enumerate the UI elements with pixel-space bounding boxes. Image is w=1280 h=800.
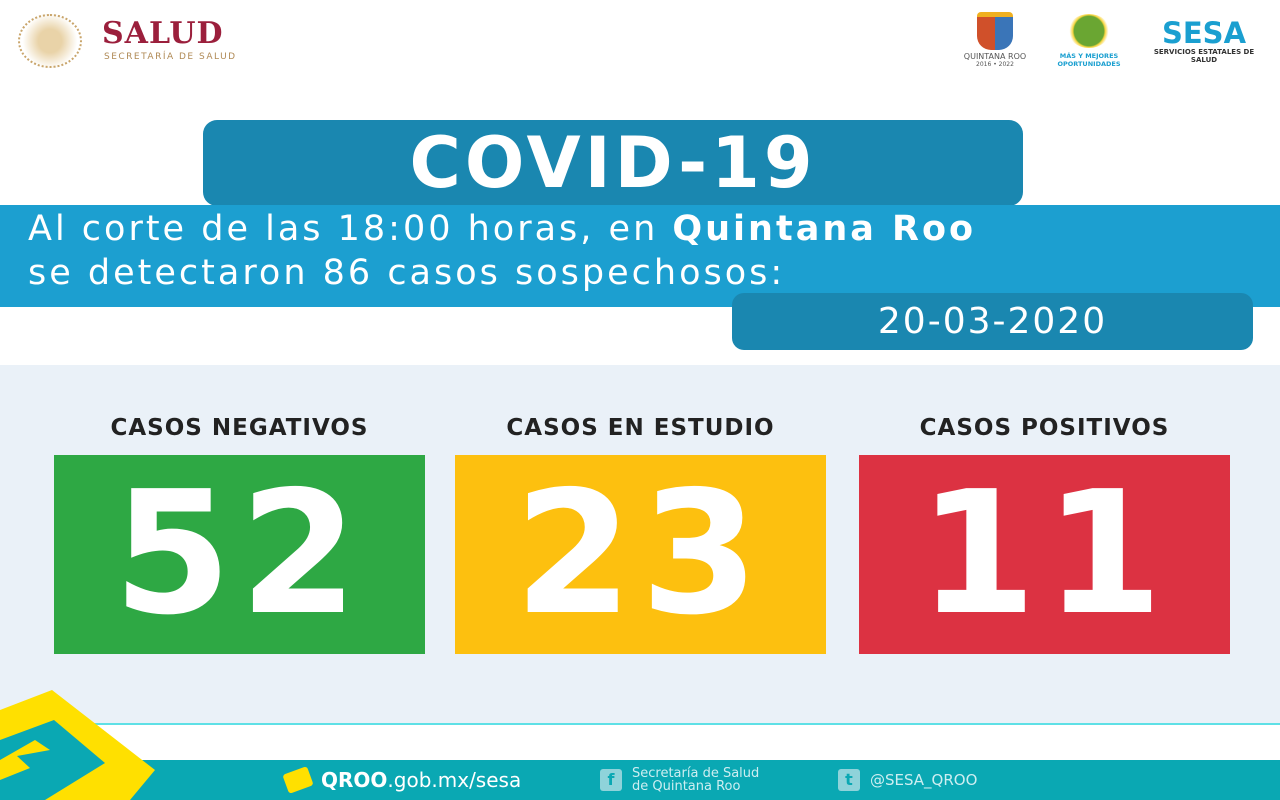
- facebook-icon: f: [600, 769, 622, 791]
- stat-negative: CASOS NEGATIVOS 52: [54, 415, 425, 654]
- state-name: Quintana Roo: [672, 209, 977, 249]
- summary-text: Al corte de las 18:00 horas, en: [28, 209, 673, 249]
- salud-subtitle: SECRETARÍA DE SALUD: [104, 52, 237, 62]
- website-link[interactable]: QROO.gob.mx/sesa: [282, 760, 521, 800]
- decorative-pattern-icon: [0, 690, 155, 800]
- facebook-line-1: Secretaría de Salud: [632, 766, 760, 781]
- twitter-icon: t: [838, 769, 860, 791]
- stat-label: CASOS POSITIVOS: [919, 415, 1170, 441]
- mejores-oportunidades-logo: MÁS Y MEJORES OPORTUNIDADES: [1052, 14, 1126, 68]
- qroo-logo-icon: [282, 766, 314, 794]
- facebook-line-2: de Quintana Roo: [632, 779, 741, 794]
- stat-in-study: CASOS EN ESTUDIO 23: [455, 415, 826, 654]
- site-rest: .gob.mx/sesa: [387, 768, 522, 792]
- stats-panel: CASOS NEGATIVOS 52 CASOS EN ESTUDIO 23 C…: [0, 365, 1280, 723]
- quintana-roo-logo: QUINTANA ROO 2016 • 2022: [955, 12, 1035, 68]
- twitter-link[interactable]: t @SESA_QROO: [838, 760, 977, 800]
- stat-positive: CASOS POSITIVOS 11: [859, 415, 1230, 654]
- stat-value: 23: [455, 455, 826, 654]
- stat-value: 11: [859, 455, 1230, 654]
- stat-label: CASOS NEGATIVOS: [110, 415, 369, 441]
- qroo-years: 2016 • 2022: [976, 61, 1014, 68]
- salud-logo: SALUD SECRETARÍA DE SALUD: [18, 14, 278, 68]
- footer: QROO.gob.mx/sesa f Secretaría de Salud de…: [0, 760, 1280, 800]
- qroo-shield-icon: [977, 12, 1013, 50]
- summary-line-1: Al corte de las 18:00 horas, en Quintana…: [28, 207, 1252, 251]
- salud-title: SALUD: [102, 16, 224, 51]
- title-banner: COVID-19: [203, 120, 1023, 206]
- sesa-logo: SESA SERVICIOS ESTATALES DE SALUD: [1140, 18, 1268, 64]
- twitter-handle: @SESA_QROO: [870, 770, 978, 789]
- stat-label: CASOS EN ESTUDIO: [506, 415, 775, 441]
- mexico-seal-icon: [18, 14, 82, 68]
- facebook-text: Secretaría de Salud de Quintana Roo: [632, 767, 759, 793]
- facebook-link[interactable]: f Secretaría de Salud de Quintana Roo: [600, 760, 759, 800]
- report-date: 20-03-2020: [732, 293, 1253, 350]
- summary-band: Al corte de las 18:00 horas, en Quintana…: [0, 205, 1280, 307]
- divider: [0, 723, 1280, 725]
- qroo-label: QUINTANA ROO: [963, 52, 1027, 61]
- website-text: QROO.gob.mx/sesa: [321, 768, 521, 792]
- tree-icon: [1068, 14, 1110, 48]
- summary-line-2: se detectaron 86 casos sospechosos:: [28, 253, 786, 293]
- sesa-subtitle: SERVICIOS ESTATALES DE SALUD: [1153, 48, 1255, 64]
- sesa-title: SESA: [1161, 16, 1247, 50]
- mejores-label: MÁS Y MEJORES OPORTUNIDADES: [1057, 52, 1121, 68]
- stat-value: 52: [54, 455, 425, 654]
- site-bold: QROO: [321, 768, 388, 792]
